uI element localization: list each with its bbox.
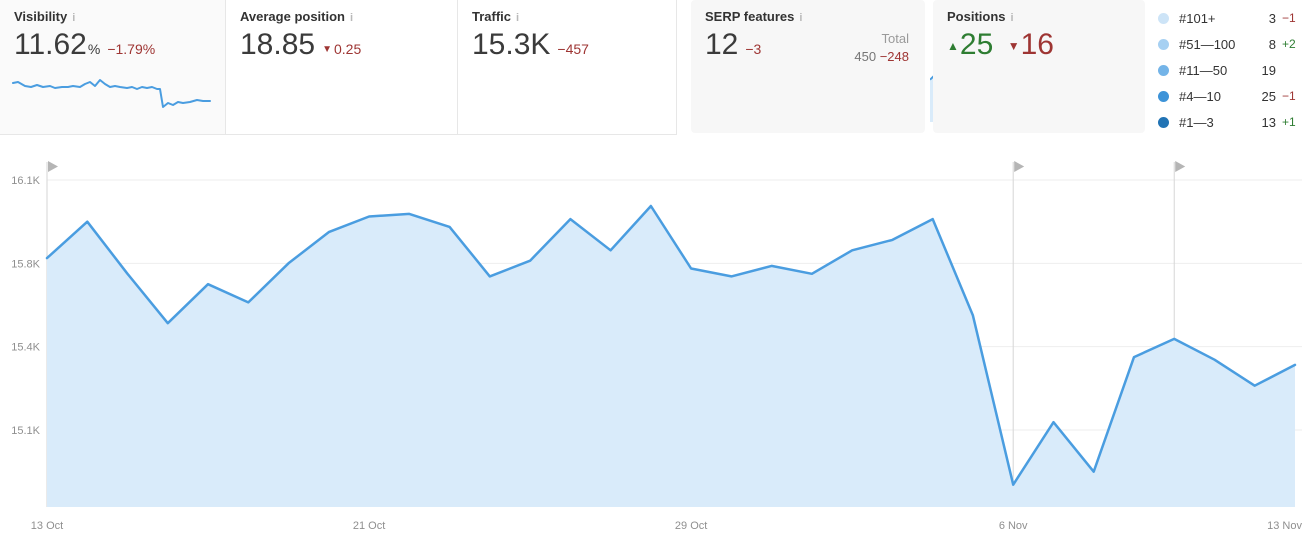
serp-features-card[interactable]: SERP features i 12 −3 Total 450 −248 [691, 0, 925, 133]
legend-count: 13 [1261, 114, 1276, 130]
up-triangle-icon: ▲ [947, 39, 959, 53]
average-position-value-row: 18.85 ▼ 0.25 [226, 24, 457, 62]
info-icon[interactable]: i [72, 12, 76, 24]
svg-text:15.8K: 15.8K [11, 258, 40, 270]
traffic-title: Traffic [472, 9, 512, 24]
total-label: Total [881, 31, 909, 46]
serp-features-value-row: 12 −3 [691, 24, 925, 62]
legend-change: +1 [1282, 115, 1296, 129]
traffic-trend-chart[interactable]: 16.1K 15.8K 15.4K 15.1K 13 Oct 21 Oct 29 Oct 6 … [0, 155, 1309, 542]
legend-count: 19 [1261, 62, 1276, 78]
positions-title: Positions [947, 9, 1006, 24]
down-triangle-icon: ▼ [322, 44, 332, 55]
svg-text:13 Nov: 13 Nov [1267, 520, 1302, 532]
info-icon[interactable]: i [349, 12, 354, 24]
legend-row-51-100[interactable]: #51—100 8 +2 [1150, 31, 1308, 57]
svg-text:29 Oct: 29 Oct [675, 520, 707, 532]
positions-title-row: Positions i [933, 0, 1145, 24]
serp-features-title: SERP features [705, 9, 795, 24]
info-icon[interactable]: i [799, 12, 803, 24]
svg-text:15.1K: 15.1K [11, 425, 40, 437]
legend-label: #1—3 [1179, 114, 1214, 130]
legend-count: 8 [1268, 36, 1276, 52]
legend-label: #11—50 [1179, 62, 1228, 78]
svg-text:21 Oct: 21 Oct [353, 520, 385, 532]
traffic-change: −457 [557, 41, 589, 57]
svg-text:13 Oct: 13 Oct [31, 520, 63, 532]
positions-card[interactable]: Positions i ▲25 ▼16 [933, 0, 1145, 133]
rank-1-3-dot-icon [1158, 116, 1169, 128]
average-position-value: 18.85 [240, 28, 316, 61]
traffic-value-row: 15.3K −457 [458, 24, 676, 62]
average-position-card[interactable]: Average position i 18.85 ▼ 0.25 [226, 0, 670, 135]
serp-features-title-row: SERP features i [691, 0, 925, 24]
positions-up-value: 25 [959, 28, 994, 61]
rank-11-50-dot-icon [1158, 64, 1169, 76]
serp-features-total: Total 450 −248 [854, 30, 909, 66]
info-icon[interactable]: i [1010, 12, 1014, 24]
positions-down-value: 16 [1020, 28, 1054, 61]
visibility-sparkline [12, 79, 211, 108]
legend-label: #101+ [1179, 10, 1216, 26]
visibility-change: −1.79% [107, 41, 156, 57]
rank-51-100-dot-icon [1158, 38, 1169, 50]
svg-text:6 Nov: 6 Nov [999, 520, 1028, 532]
traffic-value: 15.3K [472, 28, 551, 61]
legend-count: 3 [1268, 10, 1276, 26]
traffic-title-row: Traffic i [458, 0, 676, 24]
legend-change: −1 [1282, 89, 1296, 103]
visibility-title: Visibility [14, 9, 68, 24]
average-position-title: Average position [240, 9, 345, 24]
average-position-change: 0.25 [333, 41, 362, 57]
total-value: 450 [854, 49, 877, 64]
down-triangle-icon: ▼ [1007, 39, 1020, 53]
positions-value-row: ▲25 ▼16 [933, 24, 1145, 62]
rank-4-10-dot-icon [1158, 90, 1169, 102]
legend-row-11-50[interactable]: #11—50 19 [1150, 57, 1308, 83]
visibility-title-row: Visibility i [0, 0, 225, 24]
average-position-title-row: Average position i [226, 0, 457, 24]
svg-text:16.1K: 16.1K [11, 175, 40, 187]
legend-label: #51—100 [1179, 36, 1236, 52]
main-chart-area: 16.1K 15.8K 15.4K 15.1K 13 Oct 21 Oct 29 Oct 6 … [0, 155, 1309, 542]
svg-text:15.4K: 15.4K [11, 342, 40, 354]
legend-row-101plus[interactable]: #101+ 3 −1 [1150, 5, 1308, 31]
info-icon[interactable]: i [516, 12, 520, 24]
visibility-value: 11.62 [14, 28, 87, 61]
legend-label: #4—10 [1179, 88, 1221, 104]
legend-row-4-10[interactable]: #4—10 25 −1 [1150, 83, 1308, 109]
total-change: −248 [879, 49, 909, 64]
legend-count: 25 [1261, 88, 1276, 104]
visibility-card[interactable]: Visibility i 11.62% −1.79% [0, 0, 226, 135]
visibility-value-row: 11.62% −1.79% [0, 24, 225, 62]
serp-features-value: 12 [705, 28, 739, 61]
serp-features-change: −3 [745, 41, 762, 57]
visibility-unit: % [87, 41, 101, 57]
legend-change: −1 [1282, 11, 1296, 25]
legend-row-1-3[interactable]: #1—3 13 +1 [1150, 109, 1308, 135]
positions-legend: #101+ 3 −1 #51—100 8 +2 #11—50 19 #4—10 … [1150, 5, 1308, 135]
traffic-card[interactable]: Traffic i 15.3K −457 [458, 0, 1128, 135]
rank-101plus-dot-icon [1158, 12, 1169, 24]
legend-change: +2 [1282, 37, 1296, 51]
